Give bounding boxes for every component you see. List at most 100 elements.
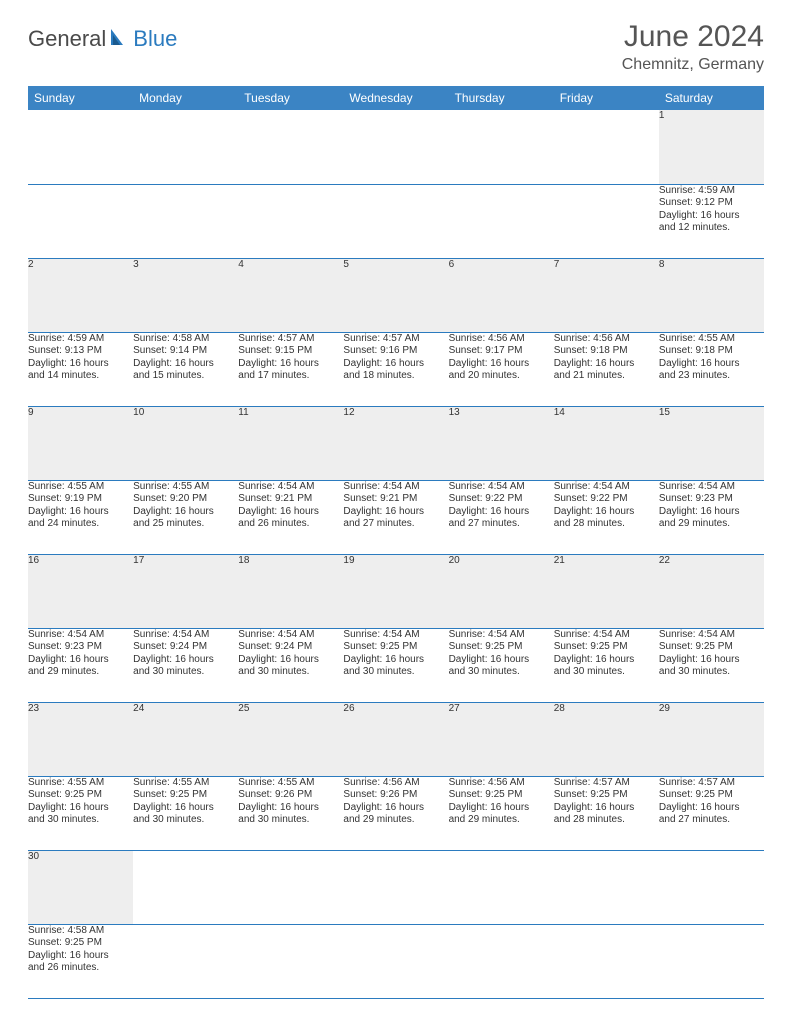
day-info-cell xyxy=(343,184,448,258)
daylight-text-2: and 29 minutes. xyxy=(659,518,764,531)
daylight-text-2: and 25 minutes. xyxy=(133,518,238,531)
weekday-header: Tuesday xyxy=(238,86,343,110)
daylight-text-2: and 30 minutes. xyxy=(659,666,764,679)
day-number-cell: 18 xyxy=(238,554,343,628)
sunrise-text: Sunrise: 4:55 AM xyxy=(133,481,238,494)
day-number-cell: 9 xyxy=(28,406,133,480)
sunrise-text: Sunrise: 4:58 AM xyxy=(133,333,238,346)
day-info-cell: Sunrise: 4:55 AMSunset: 9:20 PMDaylight:… xyxy=(133,480,238,554)
day-number-cell: 21 xyxy=(554,554,659,628)
sunrise-text: Sunrise: 4:59 AM xyxy=(659,185,764,198)
day-info-cell xyxy=(28,184,133,258)
calendar-body: 1Sunrise: 4:59 AMSunset: 9:12 PMDaylight… xyxy=(28,110,764,998)
day-info-cell xyxy=(133,924,238,998)
month-title: June 2024 xyxy=(622,20,764,54)
day-info-cell xyxy=(449,924,554,998)
sunrise-text: Sunrise: 4:54 AM xyxy=(343,481,448,494)
daylight-text-1: Daylight: 16 hours xyxy=(28,506,133,519)
logo: General Blue xyxy=(28,20,177,52)
daylight-text-1: Daylight: 16 hours xyxy=(133,654,238,667)
sunrise-text: Sunrise: 4:54 AM xyxy=(659,481,764,494)
daylight-text-1: Daylight: 16 hours xyxy=(554,358,659,371)
day-number-cell: 22 xyxy=(659,554,764,628)
day-number-cell xyxy=(554,850,659,924)
day-number-cell xyxy=(238,850,343,924)
day-info-cell: Sunrise: 4:54 AMSunset: 9:23 PMDaylight:… xyxy=(28,628,133,702)
day-number-cell xyxy=(449,850,554,924)
day-info-cell: Sunrise: 4:55 AMSunset: 9:18 PMDaylight:… xyxy=(659,332,764,406)
day-number-row: 30 xyxy=(28,850,764,924)
day-number-cell: 3 xyxy=(133,258,238,332)
day-info-cell: Sunrise: 4:59 AMSunset: 9:13 PMDaylight:… xyxy=(28,332,133,406)
daylight-text-1: Daylight: 16 hours xyxy=(28,654,133,667)
sunset-text: Sunset: 9:26 PM xyxy=(343,789,448,802)
weekday-header: Wednesday xyxy=(343,86,448,110)
sunset-text: Sunset: 9:25 PM xyxy=(554,789,659,802)
sunrise-text: Sunrise: 4:54 AM xyxy=(554,629,659,642)
day-number-cell: 25 xyxy=(238,702,343,776)
sunset-text: Sunset: 9:19 PM xyxy=(28,493,133,506)
logo-text-blue: Blue xyxy=(133,26,177,52)
sunset-text: Sunset: 9:13 PM xyxy=(28,345,133,358)
daylight-text-2: and 30 minutes. xyxy=(238,666,343,679)
sunset-text: Sunset: 9:23 PM xyxy=(28,641,133,654)
sunset-text: Sunset: 9:25 PM xyxy=(659,789,764,802)
day-info-cell: Sunrise: 4:54 AMSunset: 9:25 PMDaylight:… xyxy=(343,628,448,702)
sunset-text: Sunset: 9:25 PM xyxy=(133,789,238,802)
daylight-text-1: Daylight: 16 hours xyxy=(449,802,554,815)
weekday-header: Sunday xyxy=(28,86,133,110)
daylight-text-2: and 18 minutes. xyxy=(343,370,448,383)
day-info-cell: Sunrise: 4:55 AMSunset: 9:19 PMDaylight:… xyxy=(28,480,133,554)
day-info-row: Sunrise: 4:59 AMSunset: 9:12 PMDaylight:… xyxy=(28,184,764,258)
weekday-header: Saturday xyxy=(659,86,764,110)
sunset-text: Sunset: 9:21 PM xyxy=(238,493,343,506)
daylight-text-2: and 30 minutes. xyxy=(554,666,659,679)
day-info-cell: Sunrise: 4:56 AMSunset: 9:18 PMDaylight:… xyxy=(554,332,659,406)
sunset-text: Sunset: 9:18 PM xyxy=(554,345,659,358)
day-number-cell: 29 xyxy=(659,702,764,776)
day-number-cell xyxy=(659,850,764,924)
sunset-text: Sunset: 9:21 PM xyxy=(343,493,448,506)
day-number-cell: 30 xyxy=(28,850,133,924)
sunset-text: Sunset: 9:26 PM xyxy=(238,789,343,802)
daylight-text-2: and 30 minutes. xyxy=(238,814,343,827)
daylight-text-1: Daylight: 16 hours xyxy=(449,654,554,667)
sunset-text: Sunset: 9:15 PM xyxy=(238,345,343,358)
weekday-header-row: Sunday Monday Tuesday Wednesday Thursday… xyxy=(28,86,764,110)
daylight-text-1: Daylight: 16 hours xyxy=(28,802,133,815)
day-info-cell xyxy=(554,184,659,258)
day-info-cell: Sunrise: 4:59 AMSunset: 9:12 PMDaylight:… xyxy=(659,184,764,258)
daylight-text-1: Daylight: 16 hours xyxy=(238,358,343,371)
day-number-cell: 20 xyxy=(449,554,554,628)
day-info-cell: Sunrise: 4:54 AMSunset: 9:21 PMDaylight:… xyxy=(343,480,448,554)
daylight-text-2: and 30 minutes. xyxy=(28,814,133,827)
day-number-cell: 7 xyxy=(554,258,659,332)
day-info-cell: Sunrise: 4:54 AMSunset: 9:22 PMDaylight:… xyxy=(554,480,659,554)
sunset-text: Sunset: 9:25 PM xyxy=(28,937,133,950)
day-number-cell xyxy=(133,850,238,924)
sunrise-text: Sunrise: 4:55 AM xyxy=(238,777,343,790)
daylight-text-2: and 24 minutes. xyxy=(28,518,133,531)
daylight-text-1: Daylight: 16 hours xyxy=(449,358,554,371)
sunrise-text: Sunrise: 4:54 AM xyxy=(554,481,659,494)
day-info-row: Sunrise: 4:54 AMSunset: 9:23 PMDaylight:… xyxy=(28,628,764,702)
daylight-text-1: Daylight: 16 hours xyxy=(659,802,764,815)
daylight-text-2: and 27 minutes. xyxy=(659,814,764,827)
sunrise-text: Sunrise: 4:54 AM xyxy=(133,629,238,642)
sunset-text: Sunset: 9:16 PM xyxy=(343,345,448,358)
day-number-cell: 19 xyxy=(343,554,448,628)
sunset-text: Sunset: 9:25 PM xyxy=(554,641,659,654)
sunrise-text: Sunrise: 4:55 AM xyxy=(659,333,764,346)
day-info-cell: Sunrise: 4:58 AMSunset: 9:14 PMDaylight:… xyxy=(133,332,238,406)
sunrise-text: Sunrise: 4:56 AM xyxy=(554,333,659,346)
sunset-text: Sunset: 9:23 PM xyxy=(659,493,764,506)
day-number-cell: 15 xyxy=(659,406,764,480)
logo-text-general: General xyxy=(28,26,106,52)
day-info-cell: Sunrise: 4:54 AMSunset: 9:25 PMDaylight:… xyxy=(449,628,554,702)
day-info-cell xyxy=(659,924,764,998)
day-info-cell: Sunrise: 4:55 AMSunset: 9:26 PMDaylight:… xyxy=(238,776,343,850)
sunrise-text: Sunrise: 4:57 AM xyxy=(659,777,764,790)
daylight-text-1: Daylight: 16 hours xyxy=(659,358,764,371)
day-number-row: 1 xyxy=(28,110,764,184)
sunset-text: Sunset: 9:17 PM xyxy=(449,345,554,358)
